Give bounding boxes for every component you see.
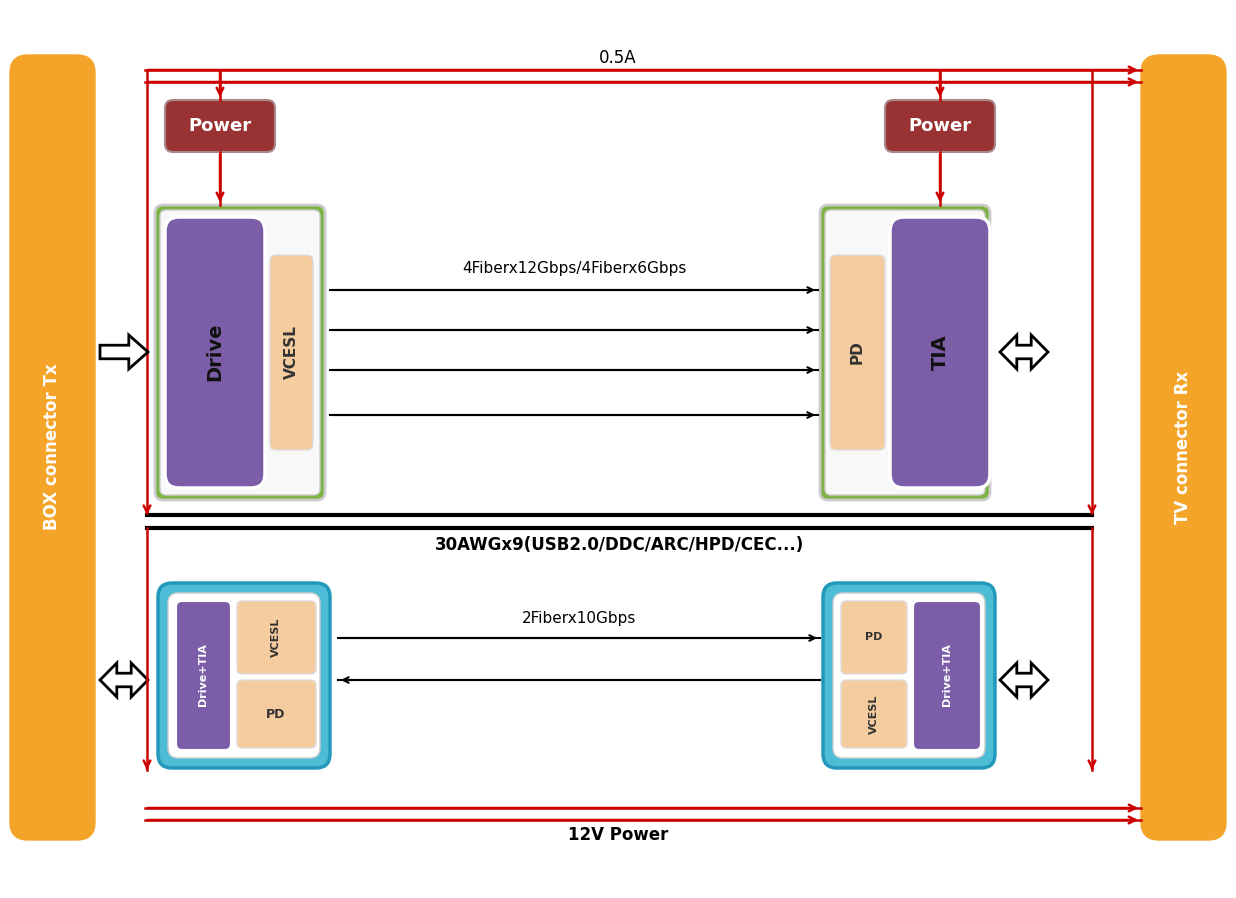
Text: Power: Power (188, 117, 252, 135)
Text: 0.5A: 0.5A (599, 49, 637, 67)
FancyBboxPatch shape (885, 100, 995, 152)
FancyBboxPatch shape (840, 680, 907, 748)
FancyBboxPatch shape (237, 601, 316, 674)
FancyBboxPatch shape (913, 601, 981, 750)
FancyBboxPatch shape (164, 217, 265, 488)
FancyBboxPatch shape (269, 255, 313, 450)
Polygon shape (100, 335, 148, 369)
Text: PD: PD (266, 708, 286, 720)
FancyBboxPatch shape (158, 583, 330, 768)
Text: 4Fiberx12Gbps/4Fiberx6Gbps: 4Fiberx12Gbps/4Fiberx6Gbps (462, 260, 686, 276)
Text: 30AWGx9(USB2.0/DDC/ARC/HPD/CEC...): 30AWGx9(USB2.0/DDC/ARC/HPD/CEC...) (434, 536, 803, 554)
FancyBboxPatch shape (831, 255, 885, 450)
Text: TIA: TIA (931, 334, 949, 370)
FancyBboxPatch shape (176, 601, 231, 750)
Text: Drive: Drive (205, 322, 225, 382)
FancyBboxPatch shape (168, 593, 320, 758)
FancyBboxPatch shape (164, 100, 274, 152)
FancyBboxPatch shape (890, 217, 990, 488)
Text: PD: PD (865, 632, 883, 642)
FancyBboxPatch shape (1141, 55, 1226, 840)
Text: 12V Power: 12V Power (567, 826, 669, 844)
FancyBboxPatch shape (237, 680, 316, 748)
FancyBboxPatch shape (819, 205, 990, 500)
Text: BOX connector Tx: BOX connector Tx (43, 364, 61, 531)
FancyBboxPatch shape (823, 583, 995, 768)
FancyBboxPatch shape (840, 601, 907, 674)
Text: Drive+TIA: Drive+TIA (942, 644, 952, 707)
FancyBboxPatch shape (833, 593, 985, 758)
Text: TV connector Rx: TV connector Rx (1174, 371, 1192, 524)
Text: VCESL: VCESL (271, 617, 281, 656)
FancyBboxPatch shape (10, 55, 95, 840)
Polygon shape (100, 663, 148, 697)
Text: Power: Power (908, 117, 971, 135)
Polygon shape (1000, 663, 1048, 697)
Text: Drive+TIA: Drive+TIA (198, 644, 208, 707)
FancyBboxPatch shape (159, 210, 320, 495)
Polygon shape (1000, 335, 1048, 369)
Text: 2Fiberx10Gbps: 2Fiberx10Gbps (522, 611, 637, 626)
FancyBboxPatch shape (824, 210, 985, 495)
FancyBboxPatch shape (154, 205, 325, 500)
Text: PD: PD (849, 340, 864, 364)
Text: VCESL: VCESL (283, 325, 299, 379)
Text: VCESL: VCESL (869, 694, 879, 734)
